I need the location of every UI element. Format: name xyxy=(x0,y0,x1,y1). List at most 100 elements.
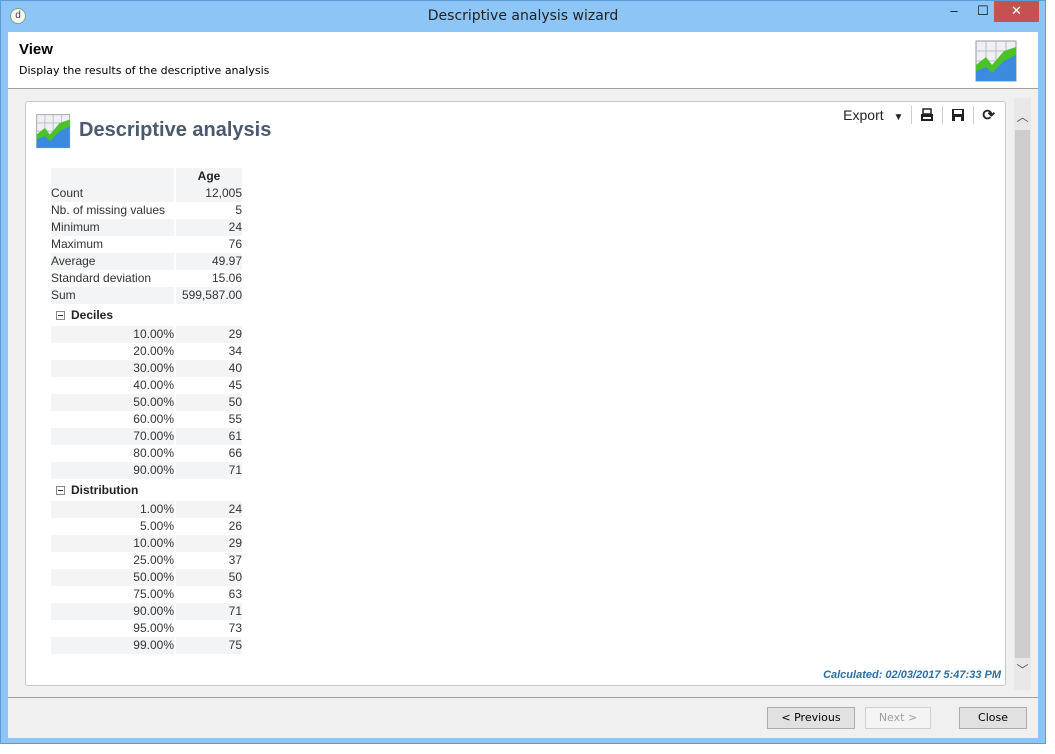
table-row: 30.00% 40 xyxy=(51,360,242,377)
export-menu[interactable]: Export ▼ xyxy=(843,107,903,123)
row-label: Standard deviation xyxy=(51,271,152,285)
row-value: 49.97 xyxy=(176,253,242,270)
row-value: 76 xyxy=(228,237,242,251)
row-label: 20.00% xyxy=(133,344,174,358)
save-icon[interactable] xyxy=(951,108,965,122)
title-bar: d Descriptive analysis wizard – ☐ ✕ xyxy=(1,1,1045,32)
table-row: 10.00% 29 xyxy=(51,326,242,343)
row-label: 50.00% xyxy=(51,569,174,586)
close-button[interactable]: Close xyxy=(959,707,1027,729)
row-value: 63 xyxy=(228,587,242,601)
row-label: 30.00% xyxy=(51,360,174,377)
chart-icon xyxy=(975,40,1017,82)
results-panel: Descriptive analysis Export ▼ ⟳ Age Coun… xyxy=(25,101,1006,686)
table-row: 40.00% 45 xyxy=(51,377,242,394)
row-label: 60.00% xyxy=(133,412,174,426)
row-label: Minimum xyxy=(51,219,174,236)
row-label: 10.00% xyxy=(51,535,174,552)
row-label: 75.00% xyxy=(133,587,174,601)
row-label: 80.00% xyxy=(133,446,174,460)
wizard-window: d Descriptive analysis wizard – ☐ ✕ View… xyxy=(0,0,1046,744)
row-value: 71 xyxy=(176,603,242,620)
row-value: 34 xyxy=(228,344,242,358)
row-label: Maximum xyxy=(51,237,104,251)
row-label: 5.00% xyxy=(139,519,174,533)
table-row: Count 12,005 xyxy=(51,185,242,202)
divider xyxy=(973,106,975,124)
table-row: 50.00% 50 xyxy=(51,394,242,411)
table-row: Nb. of missing values 5 xyxy=(51,202,242,219)
print-icon[interactable] xyxy=(920,108,934,122)
wizard-footer: < Previous Next > Close xyxy=(8,697,1038,729)
table-row: 50.00% 50 xyxy=(51,569,242,586)
refresh-icon[interactable]: ⟳ xyxy=(982,107,995,124)
previous-button[interactable]: < Previous xyxy=(767,707,855,729)
table-row: Standard deviation 15.06 xyxy=(51,270,242,287)
row-label: 90.00% xyxy=(51,603,174,620)
table-row: Minimum 24 xyxy=(51,219,242,236)
row-value: 24 xyxy=(176,501,242,518)
calculated-timestamp: Calculated: 02/03/2017 5:47:33 PM xyxy=(823,669,1001,681)
caret-down-icon: ▼ xyxy=(893,112,904,123)
collapse-icon[interactable] xyxy=(56,310,65,320)
row-value: 66 xyxy=(228,446,242,460)
table-row: Maximum 76 xyxy=(51,236,242,253)
row-value: 61 xyxy=(176,428,242,445)
divider xyxy=(911,106,913,124)
row-value: 12,005 xyxy=(176,185,242,202)
row-value: 24 xyxy=(176,219,242,236)
table-row: 60.00% 55 xyxy=(51,411,242,428)
row-value: 50 xyxy=(176,394,242,411)
row-value: 26 xyxy=(228,519,242,533)
scroll-down-icon[interactable]: ﹀ xyxy=(1016,663,1029,677)
row-label: Count xyxy=(51,185,174,202)
row-label: 70.00% xyxy=(51,428,174,445)
table-row: 5.00% 26 xyxy=(51,518,242,535)
collapse-icon[interactable] xyxy=(56,485,65,495)
table-row: 1.00% 24 xyxy=(51,501,242,518)
row-label: Average xyxy=(51,253,174,270)
table-row: 25.00% 37 xyxy=(51,552,242,569)
table-row: 90.00% 71 xyxy=(51,462,242,479)
distribution-section-toggle[interactable]: Distribution xyxy=(51,479,242,501)
row-value: 45 xyxy=(228,378,242,392)
minimize-button[interactable]: – xyxy=(950,3,958,18)
close-window-button[interactable]: ✕ xyxy=(994,1,1039,22)
row-label: 95.00% xyxy=(133,621,174,635)
app-icon[interactable]: d xyxy=(10,8,26,24)
row-value: 50 xyxy=(176,569,242,586)
row-label: 90.00% xyxy=(51,462,174,479)
deciles-section-toggle[interactable]: Deciles xyxy=(51,304,242,326)
divider xyxy=(942,106,944,124)
table-row: 80.00% 66 xyxy=(51,445,242,462)
window-title: Descriptive analysis wizard xyxy=(427,8,619,24)
panel-toolbar: Export ▼ ⟳ xyxy=(843,106,995,124)
row-label: Nb. of missing values xyxy=(51,203,166,217)
table-row: Average 49.97 xyxy=(51,253,242,270)
vertical-scrollbar[interactable]: ︿ ﹀ xyxy=(1014,98,1031,690)
stats-table: Age Count 12,005 Nb. of missing values 5 Min… xyxy=(51,168,242,654)
wizard-body: View Display the results of the descript… xyxy=(8,32,1038,738)
row-value: 599,587.00 xyxy=(176,287,242,304)
row-label: 1.00% xyxy=(51,501,174,518)
row-label: 99.00% xyxy=(51,637,174,654)
column-header-age: Age xyxy=(176,168,242,185)
row-value: 5 xyxy=(235,203,242,217)
panel-title: Descriptive analysis xyxy=(79,119,272,141)
row-value: 15.06 xyxy=(211,271,242,285)
section-label: Distribution xyxy=(71,483,139,497)
wizard-header: View Display the results of the descript… xyxy=(8,32,1038,89)
row-value: 37 xyxy=(228,553,242,567)
row-value: 73 xyxy=(228,621,242,635)
maximize-button[interactable]: ☐ xyxy=(977,3,989,18)
section-label: Deciles xyxy=(71,308,114,322)
step-title: View xyxy=(19,41,53,58)
scroll-up-icon[interactable]: ︿ xyxy=(1016,110,1029,124)
table-row: 99.00% 75 xyxy=(51,637,242,654)
scrollbar-thumb[interactable] xyxy=(1015,130,1030,658)
next-button[interactable]: Next > xyxy=(865,707,931,729)
row-value: 29 xyxy=(176,535,242,552)
row-label: 25.00% xyxy=(133,553,174,567)
row-label: 10.00% xyxy=(51,326,174,343)
row-value: 75 xyxy=(176,637,242,654)
